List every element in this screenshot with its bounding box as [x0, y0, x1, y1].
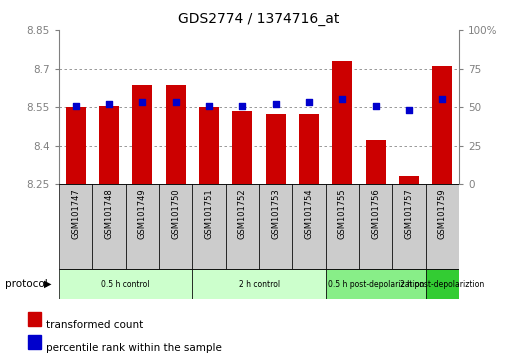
Text: percentile rank within the sample: percentile rank within the sample: [46, 343, 222, 353]
Bar: [232, 111, 252, 184]
Bar: [326, 184, 359, 269]
Bar: [399, 176, 419, 184]
Bar: [392, 184, 426, 269]
Text: GSM101750: GSM101750: [171, 188, 180, 239]
Text: GSM101747: GSM101747: [71, 188, 80, 239]
Text: transformed count: transformed count: [46, 320, 144, 330]
Text: GSM101756: GSM101756: [371, 188, 380, 239]
Bar: [432, 66, 452, 184]
Bar: [92, 184, 126, 269]
Bar: [332, 61, 352, 184]
Bar: [299, 114, 319, 184]
Point: [138, 99, 147, 105]
Text: ▶: ▶: [44, 279, 51, 289]
Bar: [59, 269, 192, 299]
Text: GSM101749: GSM101749: [138, 188, 147, 239]
Text: GSM101752: GSM101752: [238, 188, 247, 239]
Point: [338, 97, 346, 102]
Bar: [192, 269, 326, 299]
Bar: [292, 184, 326, 269]
Bar: [366, 141, 386, 184]
Bar: [192, 184, 226, 269]
Bar: [99, 106, 119, 184]
Point: [205, 103, 213, 108]
Point: [371, 103, 380, 108]
Bar: [226, 184, 259, 269]
Bar: [426, 269, 459, 299]
Point: [438, 97, 446, 102]
Text: 2 h control: 2 h control: [239, 280, 280, 289]
Point: [305, 99, 313, 105]
Point: [71, 103, 80, 108]
Bar: [266, 114, 286, 184]
Bar: [326, 269, 426, 299]
Bar: [66, 107, 86, 184]
Bar: [426, 184, 459, 269]
Bar: [59, 184, 92, 269]
Text: GSM101753: GSM101753: [271, 188, 280, 239]
Text: GSM101755: GSM101755: [338, 188, 347, 239]
Point: [238, 103, 246, 108]
Text: protocol: protocol: [5, 279, 48, 289]
Point: [405, 107, 413, 113]
Text: 0.5 h control: 0.5 h control: [102, 280, 150, 289]
Bar: [166, 85, 186, 184]
Text: GSM101748: GSM101748: [105, 188, 113, 239]
Point: [105, 101, 113, 107]
Text: GSM101757: GSM101757: [405, 188, 413, 239]
Text: 2 h post-depolariztion: 2 h post-depolariztion: [400, 280, 485, 289]
Bar: [132, 85, 152, 184]
Text: GSM101759: GSM101759: [438, 188, 447, 239]
Text: GSM101751: GSM101751: [205, 188, 213, 239]
Point: [171, 99, 180, 105]
Bar: [259, 184, 292, 269]
Point: [271, 101, 280, 107]
Text: GSM101754: GSM101754: [305, 188, 313, 239]
Text: 0.5 h post-depolarization: 0.5 h post-depolarization: [328, 280, 424, 289]
Title: GDS2774 / 1374716_at: GDS2774 / 1374716_at: [179, 12, 340, 26]
Bar: [359, 184, 392, 269]
Bar: [126, 184, 159, 269]
Bar: [159, 184, 192, 269]
Bar: [199, 107, 219, 184]
